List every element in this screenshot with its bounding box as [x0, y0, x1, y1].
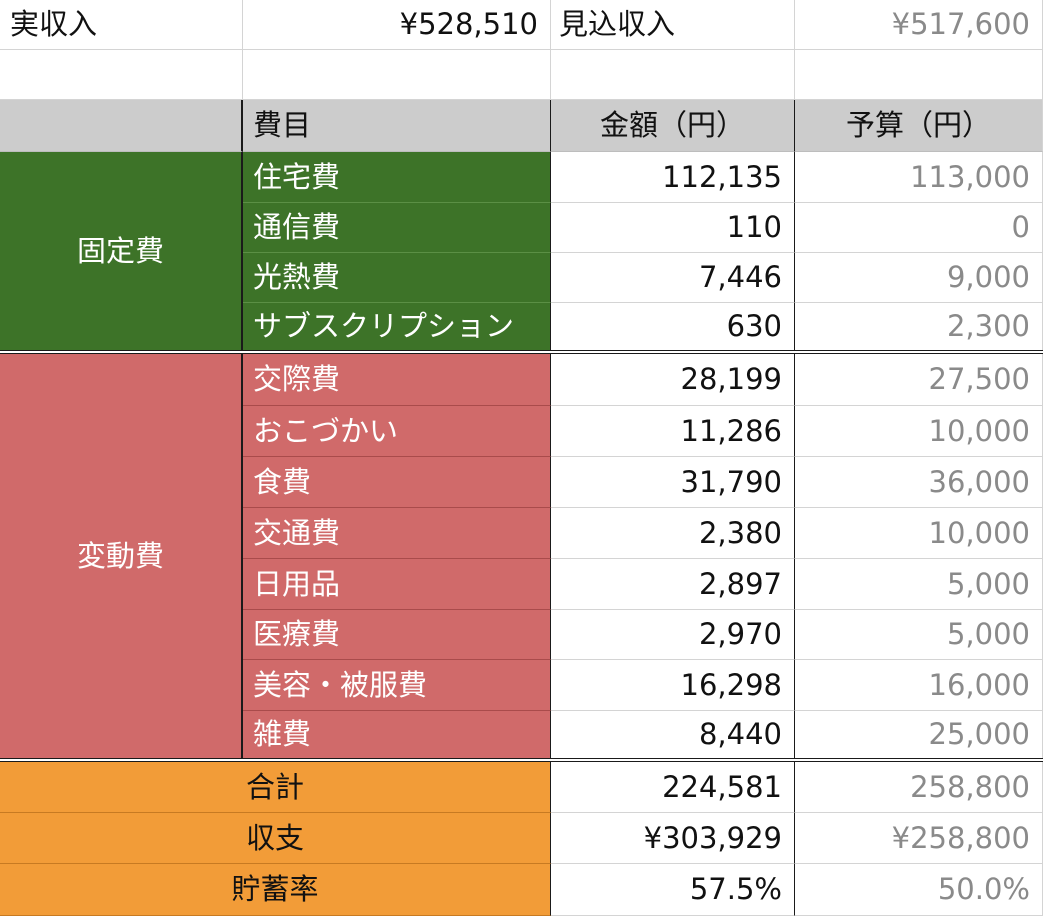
section-divider	[0, 758, 1043, 762]
item-allowance[interactable]: おこづかい	[243, 406, 551, 457]
header-budget[interactable]: 予算（円）	[795, 100, 1043, 152]
budget-social[interactable]: 27,500	[795, 354, 1043, 406]
amount-allowance[interactable]: 11,286	[551, 406, 795, 457]
total-amount[interactable]: 224,581	[551, 762, 795, 813]
section-divider	[0, 350, 1043, 354]
amount-communication[interactable]: 110	[551, 203, 795, 253]
total-budget[interactable]: 258,800	[795, 762, 1043, 813]
empty-cell[interactable]	[551, 50, 795, 100]
amount-utilities[interactable]: 7,446	[551, 253, 795, 303]
budget-transport[interactable]: 10,000	[795, 508, 1043, 559]
budget-misc[interactable]: 25,000	[795, 711, 1043, 758]
item-misc[interactable]: 雑費	[243, 711, 551, 758]
amount-misc[interactable]: 8,440	[551, 711, 795, 758]
budget-housing[interactable]: 113,000	[795, 152, 1043, 203]
savings-rate-label[interactable]: 貯蓄率	[0, 864, 551, 916]
header-category[interactable]	[0, 100, 243, 152]
total-label[interactable]: 合計	[0, 762, 551, 813]
item-food[interactable]: 食費	[243, 457, 551, 508]
item-housing[interactable]: 住宅費	[243, 152, 551, 203]
amount-medical[interactable]: 2,970	[551, 610, 795, 660]
budget-food[interactable]: 36,000	[795, 457, 1043, 508]
amount-food[interactable]: 31,790	[551, 457, 795, 508]
savings-rate-budget[interactable]: 50.0%	[795, 864, 1043, 916]
amount-subscription[interactable]: 630	[551, 303, 795, 350]
item-daily-goods[interactable]: 日用品	[243, 559, 551, 610]
expected-income-label[interactable]: 見込収入	[551, 0, 795, 50]
budget-communication[interactable]: 0	[795, 203, 1043, 253]
expected-income-value[interactable]: ¥517,600	[795, 0, 1043, 50]
item-communication[interactable]: 通信費	[243, 203, 551, 253]
actual-income-value[interactable]: ¥528,510	[243, 0, 551, 50]
item-transport[interactable]: 交通費	[243, 508, 551, 559]
balance-label[interactable]: 収支	[0, 813, 551, 864]
fixed-costs-group[interactable]: 固定費	[0, 152, 243, 350]
item-subscription[interactable]: サブスクリプション	[243, 303, 551, 350]
amount-transport[interactable]: 2,380	[551, 508, 795, 559]
savings-rate-amount[interactable]: 57.5%	[551, 864, 795, 916]
budget-subscription[interactable]: 2,300	[795, 303, 1043, 350]
amount-beauty-clothing[interactable]: 16,298	[551, 660, 795, 711]
budget-beauty-clothing[interactable]: 16,000	[795, 660, 1043, 711]
item-medical[interactable]: 医療費	[243, 610, 551, 660]
amount-housing[interactable]: 112,135	[551, 152, 795, 203]
empty-cell[interactable]	[243, 50, 551, 100]
variable-costs-group[interactable]: 変動費	[0, 354, 243, 758]
header-amount[interactable]: 金額（円）	[551, 100, 795, 152]
balance-budget[interactable]: ¥258,800	[795, 813, 1043, 864]
budget-allowance[interactable]: 10,000	[795, 406, 1043, 457]
amount-daily-goods[interactable]: 2,897	[551, 559, 795, 610]
item-social[interactable]: 交際費	[243, 354, 551, 406]
budget-daily-goods[interactable]: 5,000	[795, 559, 1043, 610]
amount-social[interactable]: 28,199	[551, 354, 795, 406]
item-utilities[interactable]: 光熱費	[243, 253, 551, 303]
balance-amount[interactable]: ¥303,929	[551, 813, 795, 864]
empty-cell[interactable]	[0, 50, 243, 100]
actual-income-label[interactable]: 実収入	[0, 0, 243, 50]
header-item[interactable]: 費目	[243, 100, 551, 152]
budget-utilities[interactable]: 9,000	[795, 253, 1043, 303]
budget-medical[interactable]: 5,000	[795, 610, 1043, 660]
item-beauty-clothing[interactable]: 美容・被服費	[243, 660, 551, 711]
empty-cell[interactable]	[795, 50, 1043, 100]
